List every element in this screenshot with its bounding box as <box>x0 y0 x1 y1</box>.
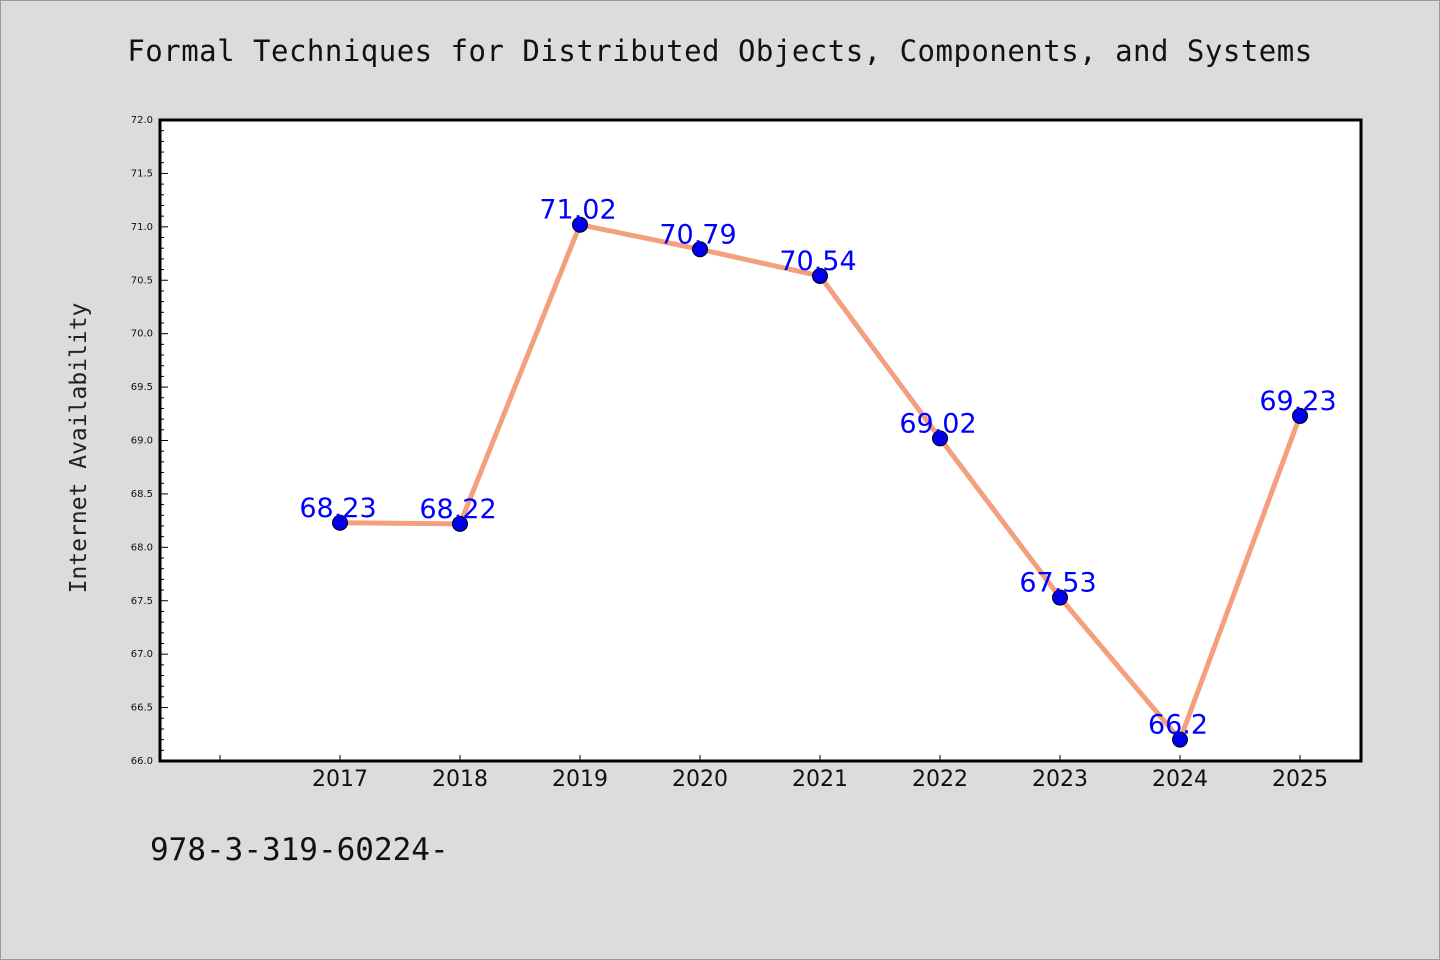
x-tick-label: 2024 <box>1152 767 1208 792</box>
data-point-marker <box>452 515 468 532</box>
data-point-marker <box>932 430 948 447</box>
data-label: 69.23 <box>1259 386 1336 417</box>
data-label: 67.53 <box>1019 568 1096 599</box>
x-tick-label: 2017 <box>312 767 368 792</box>
y-axis: 66.0 66.5 67.0 67.5 68.0 68.5 69.0 69.5 70.0 70.5… <box>131 115 168 767</box>
data-point-marker <box>1292 407 1308 424</box>
x-axis: 2017 2018 2019 2020 2021 2022 2023 2024 2025 <box>219 755 1328 792</box>
data-label: 68.22 <box>419 494 496 525</box>
data-label: 66.2 <box>1148 710 1208 741</box>
y-tick-label: 67.5 <box>131 596 153 607</box>
y-tick-label: 66.5 <box>131 703 153 714</box>
footer-text: 978-3-319-60224- <box>150 832 449 868</box>
x-tick-label: 2019 <box>552 767 608 792</box>
data-label: 68.23 <box>299 493 376 524</box>
data-point-marker <box>1052 589 1068 606</box>
y-tick-label: 72.0 <box>131 115 153 126</box>
y-tick-label: 66.0 <box>131 756 153 767</box>
series-layer: 68.23 68.22 71.02 70.79 70.54 69.02 67.53 66.2 6… <box>299 195 1337 748</box>
x-tick-label: 2025 <box>1272 767 1328 792</box>
x-tick-label: 2021 <box>792 767 848 792</box>
x-tick-label: 2018 <box>432 767 488 792</box>
x-tick-label: 2022 <box>912 767 968 792</box>
data-label: 70.54 <box>779 246 856 277</box>
data-label: 70.79 <box>659 219 736 250</box>
x-tick-label: 2020 <box>672 767 728 792</box>
x-tick-label: 2023 <box>1032 767 1088 792</box>
data-point-marker <box>572 216 588 233</box>
y-tick-label: 71.5 <box>131 168 153 179</box>
y-tick-label: 70.0 <box>131 329 153 340</box>
data-point-marker <box>812 267 828 284</box>
data-point-marker <box>1172 731 1188 748</box>
y-tick-label: 67.0 <box>131 649 153 660</box>
y-tick-label: 68.5 <box>131 489 153 500</box>
y-tick-label: 71.0 <box>131 222 153 233</box>
data-label: 71.02 <box>539 195 616 226</box>
data-label: 69.02 <box>899 408 976 439</box>
data-point-marker <box>692 241 708 258</box>
y-tick-label: 70.5 <box>131 275 153 286</box>
y-tick-label: 69.5 <box>131 382 153 393</box>
y-tick-label: 69.0 <box>131 436 153 447</box>
data-point-marker <box>332 514 348 531</box>
plot-area <box>158 118 1363 763</box>
y-axis-label: Internet Availability <box>66 303 92 594</box>
chart-title: Formal Techniques for Distributed Object… <box>127 34 1313 68</box>
y-tick-label: 68.0 <box>131 542 153 553</box>
